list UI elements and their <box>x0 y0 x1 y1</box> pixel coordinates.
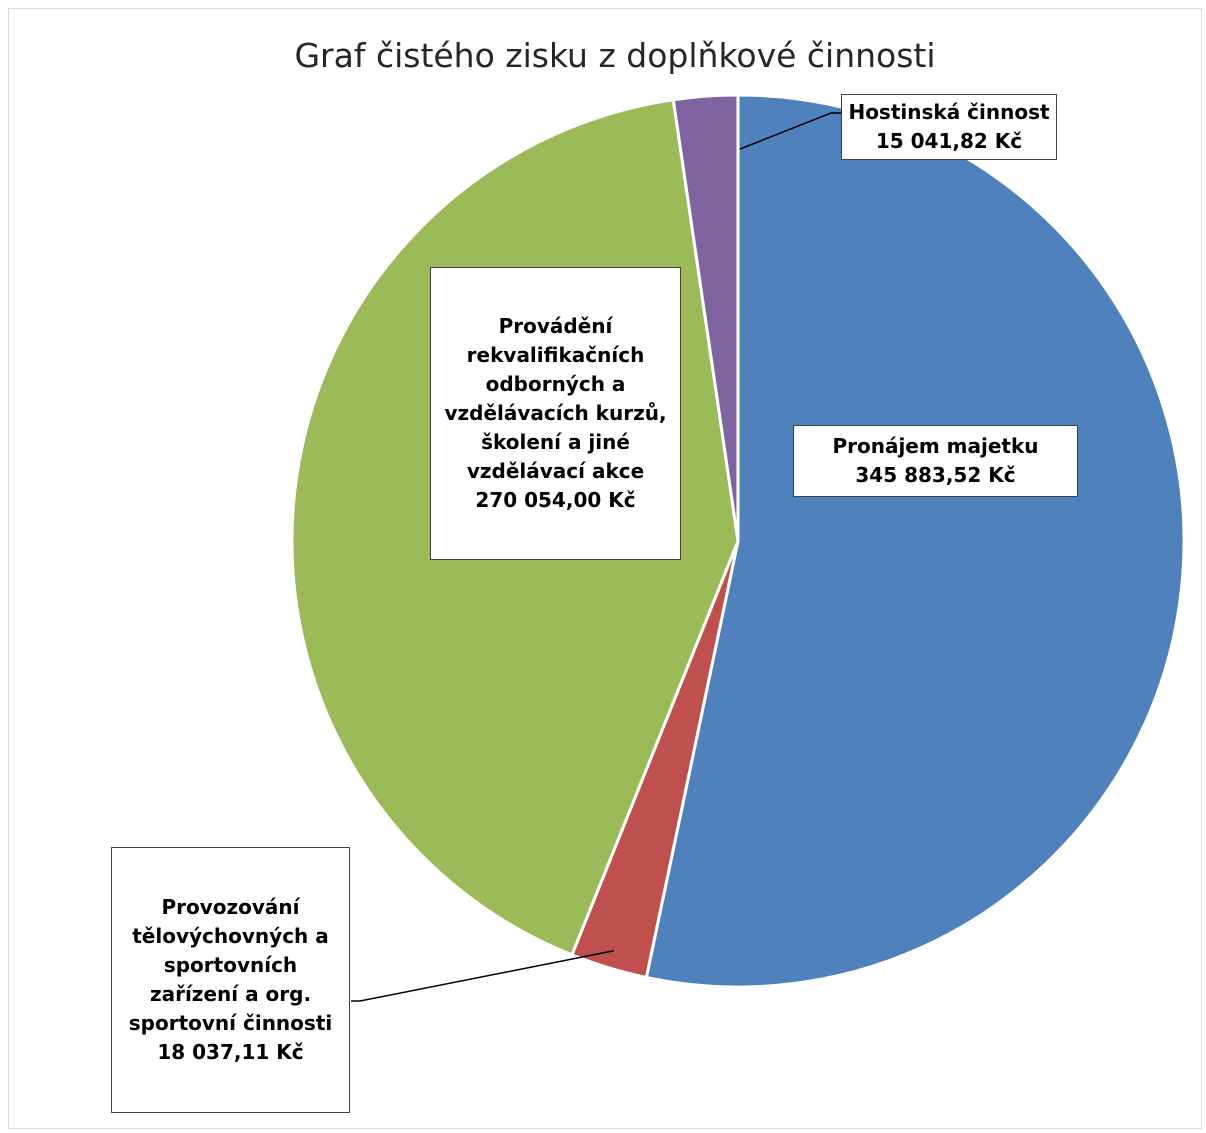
data-label-hostinska-cinnost: Hostinská činnost 15 041,82 Kč <box>841 94 1057 160</box>
chart-title: Graf čistého zisku z doplňkové činnosti <box>294 36 936 75</box>
pie-slice-3 <box>671 93 740 543</box>
leader-line-provozovani <box>351 950 614 1002</box>
data-label-provadeni-kurzu: Provádění rekvalifikačních odborných a v… <box>430 267 681 560</box>
data-label-pronajem-majetku: Pronájem majetku 345 883,52 Kč <box>793 425 1078 497</box>
data-label-provozovani-sportovnich-zarizeni: Provozování tělovýchovných a sportovních… <box>111 847 350 1113</box>
leader-line-hostinska <box>739 112 841 150</box>
